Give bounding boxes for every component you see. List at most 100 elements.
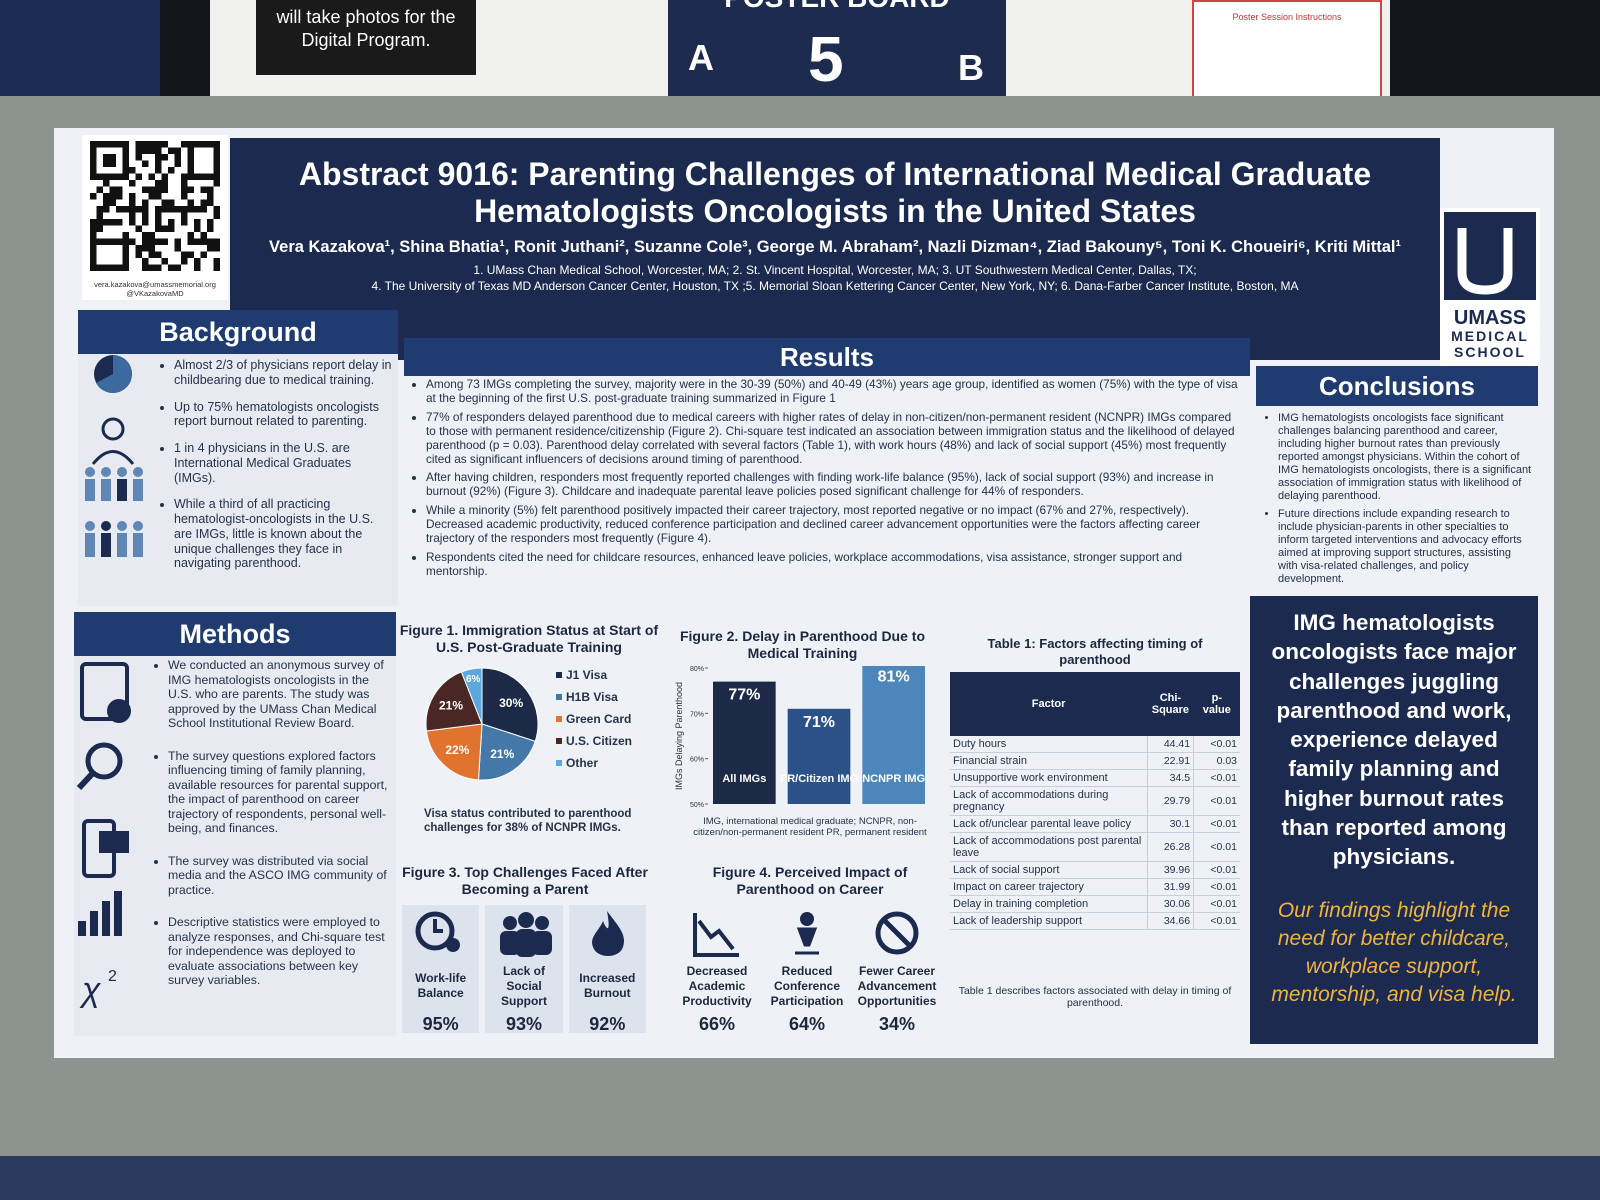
svg-text:χ: χ <box>79 971 102 1009</box>
table-cell: <0.01 <box>1193 912 1240 930</box>
qr-cell <box>148 141 155 148</box>
qr-cell <box>96 173 103 180</box>
qr-cell <box>161 154 168 161</box>
qr-cell <box>155 264 162 271</box>
table-cell: Lack of accommodations during pregnancy <box>950 786 1148 816</box>
qr-cell <box>213 173 220 180</box>
qr-cell <box>174 264 181 271</box>
background-panel: Almost 2/3 of physicians report delay in… <box>78 354 398 606</box>
table-cell: Impact on career trajectory <box>950 878 1148 896</box>
qr-cell <box>109 173 116 180</box>
qr-cell <box>181 193 188 200</box>
qr-cell <box>187 206 194 213</box>
qr-cell <box>161 173 168 180</box>
highlight: Our findings highlight the need for bett… <box>1271 899 1517 1007</box>
qr-cell <box>142 141 149 148</box>
figure-title: Figure 2. Delay in Parenthood Due to Med… <box>679 628 926 661</box>
qr-cell <box>135 225 142 232</box>
qr-cell <box>129 219 136 226</box>
legend-label: U.S. Citizen <box>566 734 632 748</box>
table-cell: 30.06 <box>1146 895 1194 913</box>
figure-title: Figure 4. Perceived Impact of Parenthood… <box>712 864 908 897</box>
qr-cell <box>103 193 110 200</box>
section-heading: Conclusions <box>1256 366 1538 406</box>
qr-cell <box>161 180 168 187</box>
table-caption: Table 1 describes factors associated wit… <box>958 985 1232 1010</box>
qr-cell <box>90 141 97 148</box>
qr-cell <box>168 167 175 174</box>
qr-cell <box>207 173 214 180</box>
qr-cell <box>90 251 97 258</box>
bar-value: 71% <box>803 714 835 731</box>
email: vera.kazakova@umassmemorial.org <box>94 280 216 289</box>
icon <box>415 911 460 952</box>
qr-cell <box>187 154 194 161</box>
list-item: Descriptive statistics were employed to … <box>168 915 390 988</box>
methods-list: We conducted an anonymous survey of IMG … <box>152 658 390 1006</box>
card-label: Work-life Balance <box>415 971 467 1000</box>
qr-cell <box>122 206 129 213</box>
table-cell: <0.01 <box>1193 861 1240 879</box>
table-cell: 34.5 <box>1146 769 1194 787</box>
qr-cell <box>200 199 207 206</box>
table-row: Lack of accommodations post parental lea… <box>950 832 1240 862</box>
bar-value: 81% <box>878 668 910 685</box>
qr-cell <box>168 225 175 232</box>
authors: Vera Kazakova¹, Shina Bhatia¹, Ronit Jut… <box>269 237 1401 256</box>
icon-card: Lack of Social Support 93% <box>485 905 563 1034</box>
table-cell: 26.28 <box>1146 832 1194 862</box>
qr-cell <box>194 225 201 232</box>
table-cell: Lack of accommodations post parental lea… <box>950 832 1148 862</box>
table-cell: 22.91 <box>1146 752 1194 770</box>
qr-cell <box>181 141 188 148</box>
slice-label: 21% <box>439 699 463 713</box>
board-number: 5 <box>808 23 844 95</box>
qr-cell <box>155 212 162 219</box>
qr-cell <box>148 264 155 271</box>
qr-cell <box>181 173 188 180</box>
banner <box>0 0 160 110</box>
qr-cell <box>142 232 149 239</box>
card-label: Lack of Social Support <box>500 963 547 1008</box>
qr-cell <box>194 141 201 148</box>
figure-title: Figure 3. Top Challenges Faced After Bec… <box>402 864 648 897</box>
header: Abstract 9016: Parenting Challenges of I… <box>230 138 1440 360</box>
card-label: Increased Burnout <box>579 971 636 1000</box>
table-cell: <0.01 <box>1193 736 1240 753</box>
qr-cell <box>116 219 123 226</box>
qr-cell <box>200 141 207 148</box>
qr-cell <box>155 180 162 187</box>
table-title: Table 1: Factors affecting timing of par… <box>987 636 1203 667</box>
legend-label: H1B Visa <box>566 690 618 704</box>
logo-text: UMASS <box>1453 307 1527 329</box>
qr-cell <box>155 219 162 226</box>
qr-cell <box>135 206 142 213</box>
pie-slice <box>425 723 483 781</box>
list-item: Up to 75% hematologists oncologists repo… <box>174 400 393 430</box>
qr-cell <box>129 193 136 200</box>
qr-cell <box>103 219 110 226</box>
card-value: 95% <box>422 1014 459 1034</box>
y-tick-label: 70% <box>690 711 704 718</box>
bar <box>862 666 925 804</box>
list-item: While a minority (5%) felt parenthood po… <box>426 503 1240 546</box>
factor-table: Factor Chi-Square p-value Duty hours 44.41 <0… <box>950 672 1240 930</box>
qr-cell <box>109 264 116 271</box>
legend-swatch <box>556 672 562 678</box>
legend-swatch <box>556 738 562 744</box>
logo: UMASS MEDICAL SCHOOL <box>1440 208 1540 368</box>
qr-cell <box>90 160 97 167</box>
card-value: 93% <box>505 1014 542 1034</box>
table-row: Lack of/unclear parental leave policy 30.… <box>950 815 1240 833</box>
board-left: A <box>688 37 714 78</box>
table-row: Lack of social support 39.96 <0.01 <box>950 861 1240 879</box>
table-cell: <0.01 <box>1193 895 1240 913</box>
qr-cell <box>181 212 188 219</box>
bar-value: 77% <box>728 687 760 704</box>
qr-cell <box>194 238 201 245</box>
qr-cell <box>142 264 149 271</box>
table-cell: 30.1 <box>1146 815 1194 833</box>
qr-cell <box>148 232 155 239</box>
qr-cell <box>200 251 207 258</box>
qr-cell <box>148 173 155 180</box>
